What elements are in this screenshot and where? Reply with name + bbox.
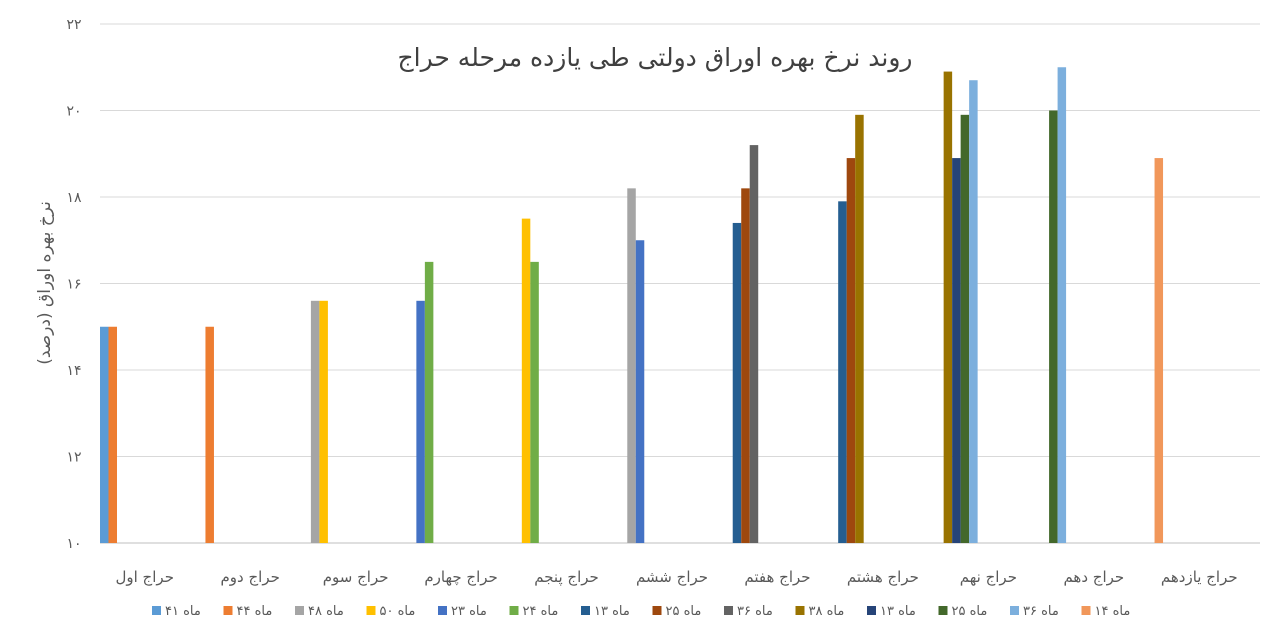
category-label: حراج یازدهم xyxy=(1161,568,1238,587)
bar xyxy=(205,326,214,543)
legend-item: ۴۸ ماه xyxy=(295,604,344,619)
bar xyxy=(100,326,109,543)
y-tick-label: ۱۶ xyxy=(66,277,81,293)
gridlines xyxy=(100,23,1260,544)
bar xyxy=(635,240,645,543)
legend-label: ۳۶ ماه xyxy=(737,604,773,619)
bar xyxy=(741,188,750,543)
bar xyxy=(943,71,953,543)
bar xyxy=(749,145,759,543)
legend-label: ۲۵ ماه xyxy=(952,604,988,619)
legend-swatch xyxy=(366,606,376,615)
category-label: حراج نهم xyxy=(960,568,1017,587)
legend-item: ۳۶ ماه xyxy=(724,604,773,619)
legend: ۴۱ ماه ۴۴ ماه ۴۸ ماه ۵۰ ماه ۲۳ ماه ۲۴ ماه ۱۳ م… xyxy=(152,604,1130,619)
legend-item: ۲۴ ماه xyxy=(509,604,559,619)
legend-swatch xyxy=(581,606,590,615)
legend-label: ۴۱ ماه xyxy=(165,604,201,619)
legend-label: ۴۸ ماه xyxy=(308,604,344,619)
category-label: حراج اول xyxy=(115,568,173,587)
bar xyxy=(1154,158,1164,543)
legend-label: ۲۴ ماه xyxy=(523,604,559,619)
legend-swatch xyxy=(938,606,948,615)
bars xyxy=(100,67,1164,543)
legend-label: ۴۴ ماه xyxy=(237,604,273,619)
category-labels: حراج اول حراج دوم حراج سوم حراج چهارم حراج پ… xyxy=(115,568,1237,587)
category-label: حراج پنجم xyxy=(534,568,599,587)
legend-item: ۱۳ ماه xyxy=(867,604,916,619)
legend-label: ۲۳ ماه xyxy=(451,604,487,619)
legend-swatch xyxy=(295,606,304,615)
y-tick-label: ۲۰ xyxy=(66,104,81,120)
legend-item: ۵۰ ماه xyxy=(366,604,416,619)
bar xyxy=(310,300,320,543)
chart-title: روند نرخ بهره اوراق دولتی طی یازده مرحله… xyxy=(398,43,913,73)
legend-item: ۲۵ ماه xyxy=(652,604,702,619)
y-tick-label: ۱۸ xyxy=(66,190,82,206)
bar xyxy=(1049,110,1058,543)
bar xyxy=(416,300,425,543)
legend-swatch xyxy=(509,606,519,615)
legend-swatch xyxy=(795,606,805,615)
bar xyxy=(521,218,531,543)
category-label: حراج هفتم xyxy=(744,568,810,587)
legend-item: ۴۱ ماه xyxy=(152,604,201,619)
legend-label: ۳۸ ماه xyxy=(809,604,845,619)
legend-item: ۴۴ ماه xyxy=(223,604,273,619)
y-tick-label: ۲۲ xyxy=(66,17,81,33)
y-tick-label: ۱۲ xyxy=(66,450,81,466)
legend-item: ۳۶ ماه xyxy=(1010,604,1059,619)
legend-swatch xyxy=(724,606,733,615)
legend-swatch xyxy=(1010,606,1019,615)
bar xyxy=(952,158,961,543)
category-label: حراج دوم xyxy=(220,568,279,587)
bar xyxy=(1057,67,1067,543)
legend-label: ۳۶ ماه xyxy=(1023,604,1059,619)
legend-item: ۱۴ ماه xyxy=(1081,604,1131,619)
legend-swatch xyxy=(867,606,876,615)
y-axis-label: نرخ بهره اوراق (درصد) xyxy=(35,201,55,365)
legend-item: ۳۸ ماه xyxy=(795,604,845,619)
bar xyxy=(424,261,434,543)
bar xyxy=(838,201,847,543)
bar xyxy=(319,300,328,543)
bar xyxy=(969,80,978,543)
legend-label: ۲۵ ماه xyxy=(666,604,702,619)
legend-swatch xyxy=(1081,606,1091,615)
bar xyxy=(960,114,970,543)
legend-swatch xyxy=(223,606,233,615)
legend-swatch xyxy=(438,606,447,615)
legend-item: ۲۳ ماه xyxy=(438,604,487,619)
category-label: حراج سوم xyxy=(323,568,389,587)
category-label: حراج چهارم xyxy=(424,568,497,587)
category-label: حراج ششم xyxy=(636,568,708,587)
bar xyxy=(108,326,117,543)
legend-label: ۱۴ ماه xyxy=(1095,604,1131,619)
legend-label: ۱۳ ماه xyxy=(594,604,630,619)
legend-swatch xyxy=(152,606,161,615)
bar xyxy=(732,222,742,543)
legend-label: ۱۳ ماه xyxy=(880,604,916,619)
legend-item: ۲۵ ماه xyxy=(938,604,988,619)
legend-label: ۵۰ ماه xyxy=(380,604,416,619)
category-label: حراج دهم xyxy=(1063,568,1124,587)
bar xyxy=(627,188,636,543)
legend-item: ۱۳ ماه xyxy=(581,604,630,619)
legend-swatch xyxy=(652,606,662,615)
y-axis-ticks: ۱۰ ۱۲ ۱۴ ۱۶ ۱۸ ۲۰ ۲۲ xyxy=(66,17,82,552)
bar xyxy=(530,261,539,543)
bar xyxy=(846,158,856,543)
category-label: حراج هشتم xyxy=(847,568,919,587)
y-tick-label: ۱۰ xyxy=(66,536,81,552)
bar xyxy=(855,114,864,543)
y-tick-label: ۱۴ xyxy=(66,363,81,379)
